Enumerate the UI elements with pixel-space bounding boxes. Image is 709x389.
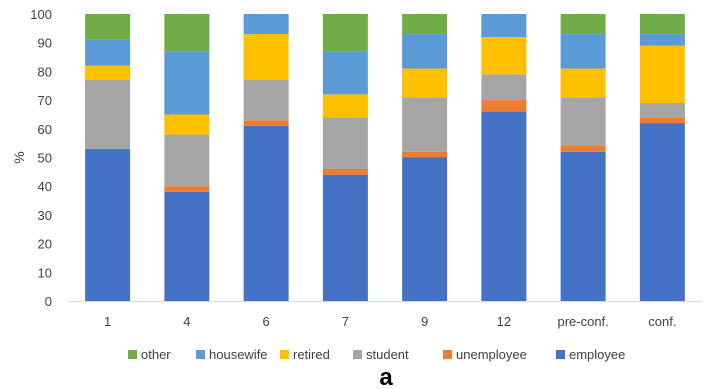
bar-segment-other [560, 14, 606, 35]
bar-segment-unemployee [639, 117, 685, 124]
x-tick-label: pre-conf. [557, 314, 608, 329]
bar-segment-employee [322, 174, 368, 301]
y-tick-label: 10 [38, 265, 52, 280]
bar-segment-unemployee [560, 146, 606, 152]
legend-label-employee: employee [569, 347, 625, 362]
bar-segment-employee [560, 151, 606, 301]
x-tick-label: conf. [648, 314, 676, 329]
bar-segment-retired [85, 65, 131, 81]
legend-swatch-student [353, 350, 362, 359]
bar-segment-employee [243, 125, 289, 302]
legend-label-student: student [366, 347, 409, 362]
bar-segment-unemployee [164, 186, 210, 192]
bar-segment-housewife [322, 51, 368, 95]
y-tick-label: 90 [38, 36, 52, 51]
legend-label-unemployee: unemployee [456, 347, 527, 362]
bar-segment-employee [85, 148, 131, 301]
bar-segment-student [639, 102, 685, 118]
y-tick-label: 50 [38, 151, 52, 166]
bar-segment-retired [322, 94, 368, 118]
bar-segment-housewife [243, 14, 289, 35]
x-tick-label: 6 [263, 314, 270, 329]
bar-segment-unemployee [322, 168, 368, 175]
bar-segment-other [402, 14, 448, 35]
legend-swatch-other [128, 350, 137, 359]
bar-segment-unemployee [481, 100, 527, 112]
bar-segment-retired [560, 68, 606, 98]
x-tick-label: 4 [183, 314, 190, 329]
legend: other housewife retired student unemployee em… [128, 347, 625, 362]
bar-segment-student [402, 97, 448, 152]
y-tick-label: 100 [30, 7, 52, 22]
legend-swatch-retired [280, 350, 289, 359]
bar-segment-housewife [481, 14, 527, 37]
panel-label: a [379, 364, 393, 389]
bar-segment-retired [481, 36, 527, 75]
y-tick-label: 60 [38, 122, 52, 137]
bar-segment-employee [481, 111, 527, 301]
legend-label-other: other [141, 347, 171, 362]
bar-segment-housewife [402, 34, 448, 69]
y-tick-label: 30 [38, 208, 52, 223]
bar-segment-other [322, 14, 368, 52]
x-tick-label: 12 [497, 314, 511, 329]
bar-segment-unemployee [402, 151, 448, 158]
bars-group [85, 14, 685, 302]
legend-label-housewife: housewife [209, 347, 268, 362]
y-axis-label: % [11, 151, 27, 163]
x-axis-tick-labels: 1 4 6 7 9 12 pre-conf. conf. [104, 314, 676, 329]
bar-segment-retired [164, 114, 210, 135]
bar-segment-student [164, 134, 210, 187]
legend-swatch-housewife [196, 350, 205, 359]
y-axis: 0 10 20 30 40 50 60 70 80 90 100 [30, 7, 52, 309]
x-tick-label: 7 [342, 314, 349, 329]
bar-segment-other [85, 14, 131, 40]
bar-segment-retired [402, 68, 448, 98]
bar-segment-employee [164, 191, 210, 301]
bar-segment-housewife [85, 39, 131, 66]
bar-segment-student [481, 74, 527, 101]
bar-segment-employee [402, 157, 448, 301]
legend-swatch-employee [556, 350, 565, 359]
y-tick-label: 40 [38, 179, 52, 194]
legend-swatch-unemployee [443, 350, 452, 359]
bar-segment-housewife [164, 51, 210, 115]
bar-segment-employee [639, 123, 685, 301]
bar-segment-retired [243, 34, 289, 81]
bar-segment-housewife [560, 34, 606, 69]
x-tick-label: 1 [104, 314, 111, 329]
bar-segment-student [322, 117, 368, 169]
bar-segment-housewife [639, 34, 685, 46]
y-tick-label: 80 [38, 64, 52, 79]
bar-segment-student [85, 80, 131, 149]
bar-segment-unemployee [243, 120, 289, 126]
bar-segment-student [243, 80, 289, 121]
bar-segment-retired [639, 45, 685, 103]
y-tick-label: 70 [38, 93, 52, 108]
bar-segment-student [560, 97, 606, 147]
bar-segment-other [164, 14, 210, 52]
legend-label-retired: retired [293, 347, 330, 362]
x-tick-label: 9 [421, 314, 428, 329]
bar-segment-other [639, 14, 685, 35]
y-tick-label: 0 [45, 294, 52, 309]
y-tick-label: 20 [38, 237, 52, 252]
